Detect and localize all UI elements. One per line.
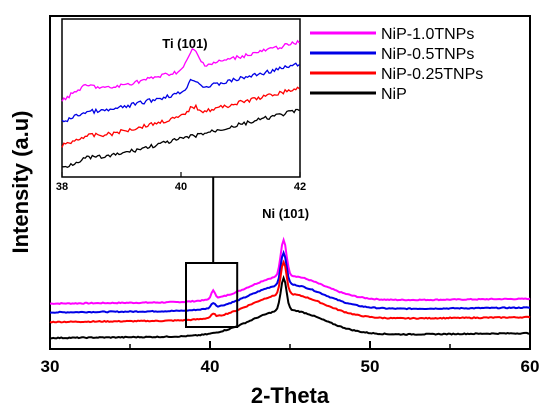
legend-label-2: NiP-0.25TNPs xyxy=(381,66,483,83)
inset-frame xyxy=(61,18,301,178)
x-tick-label-0: 30 xyxy=(41,357,60,376)
inset-series-lines xyxy=(61,39,300,169)
x-axis-ticks: 30 40 50 60 xyxy=(41,341,540,376)
legend-label-0: NiP-1.0TNPs xyxy=(381,26,474,43)
inset-series-line-0 xyxy=(61,39,300,102)
x-tick-label-2: 50 xyxy=(361,357,380,376)
inset-tick-label-0: 38 xyxy=(56,181,68,193)
inset-series-line-1 xyxy=(61,62,300,123)
legend-label-3: NiP xyxy=(381,86,407,103)
inset-series-line-2 xyxy=(61,86,300,148)
legend-label-1: NiP-0.5TNPs xyxy=(381,46,474,63)
main-peak-label: Ni (101) xyxy=(262,206,309,221)
series-line-0 xyxy=(49,236,531,305)
inset-series-line-3 xyxy=(61,108,300,169)
inset-x-ticks: 38 40 42 xyxy=(56,172,306,193)
legend: NiP-1.0TNPs NiP-0.5TNPs NiP-0.25TNPs NiP xyxy=(310,26,483,103)
inset-plot: 38 40 42 Ti (101) xyxy=(56,18,306,193)
inset-tick-label-2: 42 xyxy=(294,181,306,193)
series-line-3 xyxy=(49,274,531,340)
inset-peak-label: Ti (101) xyxy=(162,36,207,51)
y-axis-title: Intensity (a.u) xyxy=(8,110,33,253)
zoom-box xyxy=(185,262,239,328)
series-line-2 xyxy=(49,259,531,324)
x-tick-label-1: 40 xyxy=(201,357,220,376)
inset-tick-label-1: 40 xyxy=(175,181,187,193)
x-tick-label-3: 60 xyxy=(521,357,540,376)
x-axis-title: 2-Theta xyxy=(251,383,330,408)
series-line-1 xyxy=(49,249,530,314)
main-series-lines xyxy=(49,236,531,340)
